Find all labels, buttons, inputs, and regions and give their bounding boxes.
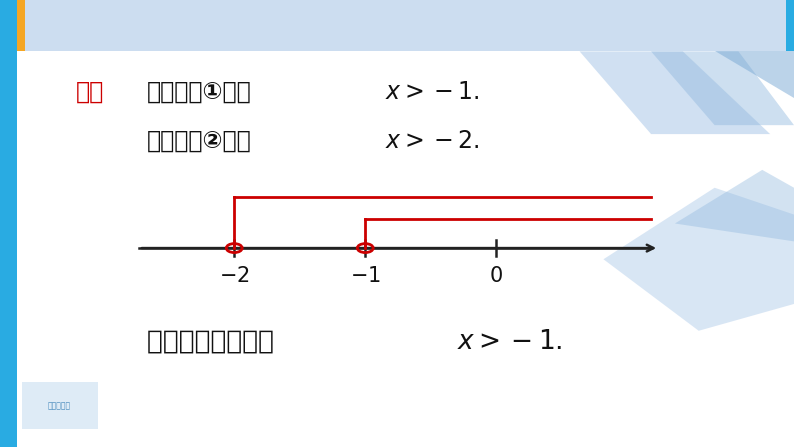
Text: $-2$: $-2$: [219, 266, 249, 286]
Text: 解不等式②得：: 解不等式②得：: [147, 129, 252, 153]
Text: 解：: 解：: [75, 80, 104, 104]
Text: 为梦想奋斗: 为梦想奋斗: [48, 401, 71, 410]
Text: $x > -1.$: $x > -1.$: [385, 80, 480, 104]
Text: $0$: $0$: [489, 266, 503, 286]
Text: 解不等式①得：: 解不等式①得：: [147, 80, 252, 104]
Bar: [22, 382, 98, 429]
Bar: [0, 0, 794, 51]
Polygon shape: [580, 51, 770, 134]
Text: 不等式组的解集是: 不等式组的解集是: [147, 329, 283, 355]
Text: $-1$: $-1$: [350, 266, 380, 286]
Bar: [0, 0, 17, 447]
Text: $x > -2.$: $x > -2.$: [385, 129, 480, 153]
Bar: [786, 0, 794, 51]
Polygon shape: [715, 51, 794, 98]
Polygon shape: [675, 170, 794, 241]
Bar: [17, 0, 25, 51]
Polygon shape: [651, 51, 794, 125]
Polygon shape: [603, 188, 794, 331]
Text: $x > -1.$: $x > -1.$: [457, 329, 562, 355]
